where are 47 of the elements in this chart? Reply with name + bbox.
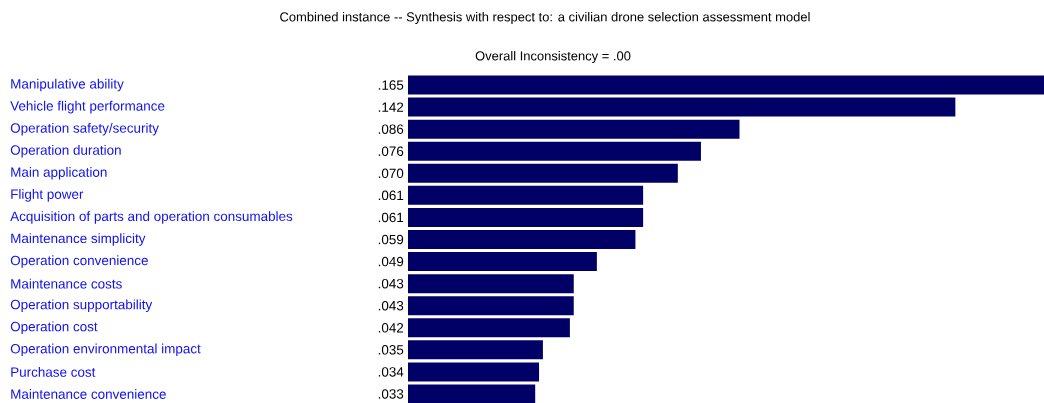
data-label: .059 bbox=[378, 234, 404, 245]
bar bbox=[408, 163, 678, 183]
y-tick-label: Operation convenience bbox=[10, 255, 148, 268]
data-label: .042 bbox=[378, 323, 404, 333]
bar bbox=[408, 318, 570, 338]
data-label: .076 bbox=[378, 146, 404, 156]
data-label: .049 bbox=[378, 256, 404, 267]
bar bbox=[408, 252, 597, 272]
y-tick-label: Purchase cost bbox=[11, 366, 96, 377]
bar bbox=[408, 185, 644, 205]
bar bbox=[408, 97, 956, 117]
data-label: .086 bbox=[378, 124, 404, 134]
y-tick-label: Manipulative ability bbox=[11, 78, 124, 92]
bar bbox=[408, 75, 1044, 95]
y-tick-label: Maintenance convenience bbox=[11, 389, 166, 399]
bar bbox=[408, 141, 701, 161]
data-label: .034 bbox=[378, 367, 404, 377]
y-tick-label: Operation environmental impact bbox=[10, 343, 201, 357]
chart-title: Combined instance -- Synthesis with respect to: a civilian drone selection assessment model bbox=[280, 11, 810, 25]
y-tick-label: Operation safety/security bbox=[10, 122, 159, 136]
data-label: .165 bbox=[378, 80, 404, 90]
y-tick-label: Main application bbox=[11, 167, 107, 180]
data-label: .061 bbox=[378, 212, 404, 223]
y-tick-label: Operation cost bbox=[10, 321, 98, 335]
bar bbox=[408, 274, 574, 294]
data-label: .061 bbox=[378, 190, 404, 201]
bar bbox=[408, 340, 543, 360]
bar bbox=[408, 207, 644, 227]
data-label: .043 bbox=[378, 300, 404, 311]
bar bbox=[408, 230, 636, 249]
y-tick-label: Operation duration bbox=[10, 144, 121, 158]
chart-subtitle: Overall Inconsistency = .00 bbox=[475, 50, 631, 64]
bar bbox=[408, 296, 574, 316]
data-label: .043 bbox=[378, 278, 404, 289]
bar bbox=[408, 384, 536, 403]
y-tick-label: Vehicle flight performance bbox=[10, 100, 165, 114]
y-tick-label: Acquisition of parts and operation consumables bbox=[10, 211, 293, 224]
bar bbox=[408, 119, 740, 139]
y-tick-label: Flight power bbox=[11, 189, 84, 202]
y-tick-label: Operation supportability bbox=[10, 299, 153, 312]
data-label: .070 bbox=[378, 168, 404, 179]
data-label: .033 bbox=[378, 389, 404, 399]
y-tick-label: Maintenance simplicity bbox=[11, 233, 146, 246]
data-label: .142 bbox=[378, 102, 404, 112]
y-tick-label: Maintenance costs bbox=[11, 278, 122, 289]
bar bbox=[408, 362, 540, 382]
data-label: .035 bbox=[378, 345, 404, 355]
